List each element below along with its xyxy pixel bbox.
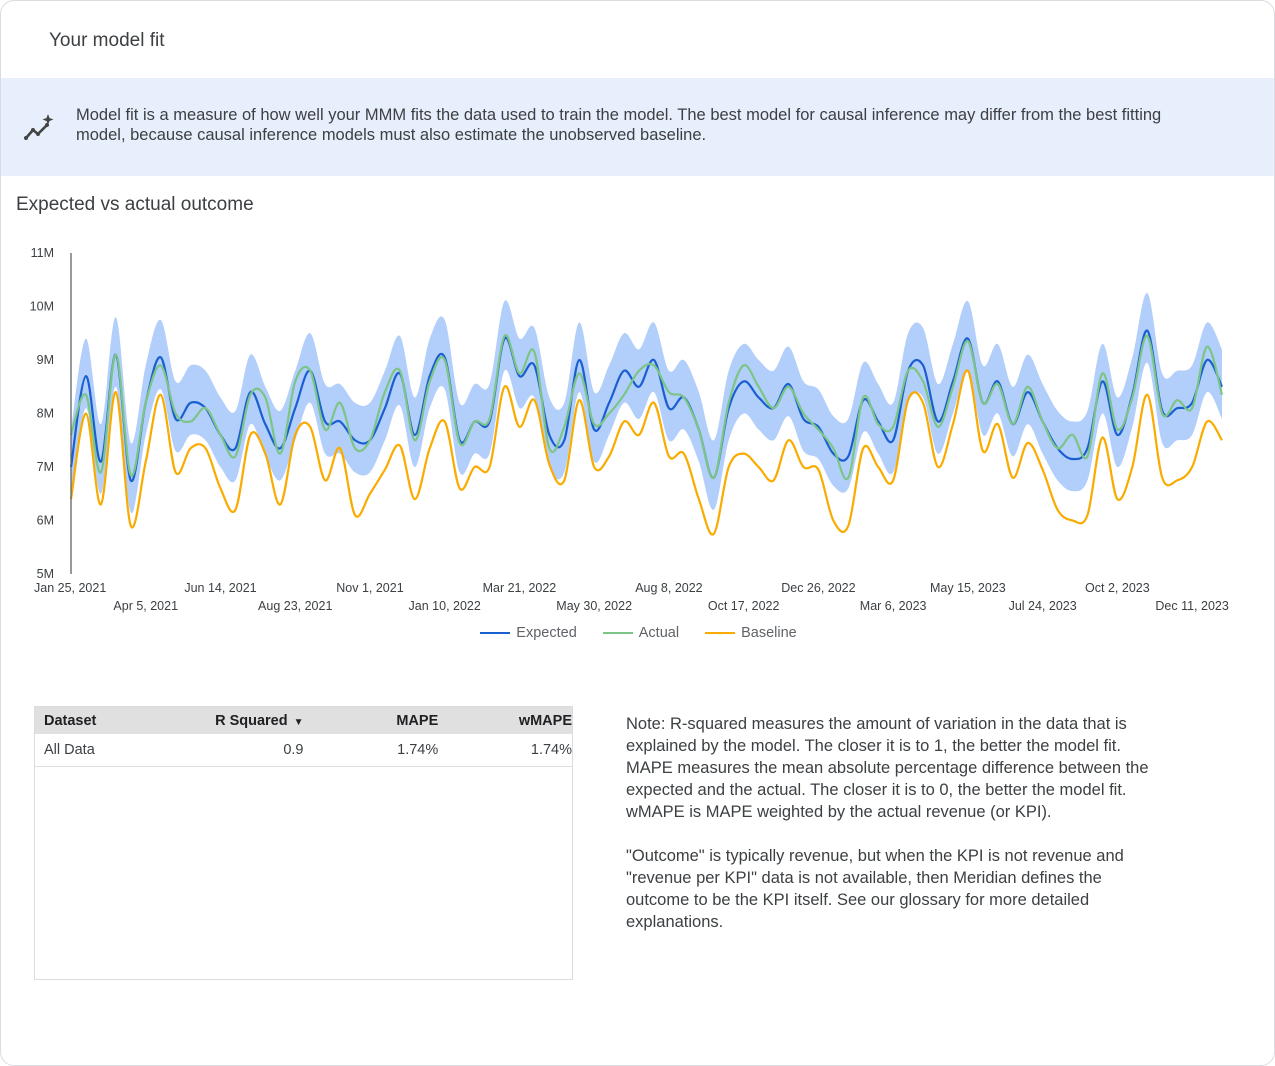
x-tick-label: Dec 11, 2023 [1155,599,1228,613]
banner-text: Model fit is a measure of how well your … [76,106,1162,144]
x-tick-label: Apr 5, 2021 [113,599,178,613]
y-tick-label: 11M [31,246,54,260]
legend-label-expected: Expected [516,625,577,641]
note-paragraph-metrics: Note: R-squared measures the amount of v… [626,715,1149,821]
x-tick-label: Jun 14, 2021 [184,581,256,595]
legend-swatch-expected [480,632,511,634]
series-line-actual [69,334,1224,481]
legend-label-baseline: Baseline [741,625,797,641]
legend-item-actual[interactable]: Actual [602,625,680,641]
y-tick-label: 6M [37,514,54,528]
cell-r-squared: 0.9 [283,742,304,758]
header-dataset[interactable]: Dataset [44,712,97,729]
header-wmape[interactable]: wMAPE [518,712,572,729]
note-paragraph-outcome: "Outcome" is typically revenue, but when… [626,847,1124,931]
x-tick-label: May 15, 2023 [930,581,1006,595]
series-line-baseline [69,369,1223,536]
cell-mape: 1.74% [397,742,439,758]
y-tick-label: 9M [37,353,54,367]
cell-wmape: 1.74% [530,742,572,758]
x-tick-label: Oct 2, 2023 [1085,581,1150,595]
chart-title: Expected vs actual outcome [16,194,254,215]
x-tick-label: Mar 21, 2022 [483,581,557,595]
chart-legend: Expected Actual Baseline [1,625,1274,641]
x-tick-label: Nov 1, 2021 [336,581,403,595]
page-title: Your model fit [49,30,165,51]
legend-item-baseline[interactable]: Baseline [705,625,797,641]
sort-descending-icon[interactable]: ▼ [293,716,304,728]
series-line-expected [69,329,1223,482]
metrics-note: Note: R-squared measures the amount of v… [626,713,1156,955]
legend-swatch-actual [602,632,633,634]
cell-dataset: All Data [44,742,95,758]
x-tick-label: Dec 26, 2022 [781,581,855,595]
x-tick-label: Oct 17, 2022 [708,599,780,613]
confidence-band [71,293,1222,514]
y-tick-label: 5M [37,567,54,581]
x-tick-label: Aug 23, 2021 [258,599,332,613]
x-tick-label: Jul 24, 2023 [1009,599,1077,613]
header-mape[interactable]: MAPE [396,712,439,729]
legend-label-actual: Actual [638,625,680,641]
x-tick-label: Jan 25, 2021 [34,581,106,595]
header-r-squared[interactable]: R Squared ▼ [174,712,304,729]
y-tick-label: 7M [37,460,54,474]
table-row: All Data 0.9 1.74% 1.74% [35,734,572,767]
model-fit-table: Dataset R Squared ▼ MAPE wMAPE All Data 0… [34,706,573,980]
x-tick-label: Mar 6, 2023 [860,599,927,613]
x-tick-label: Aug 8, 2022 [635,581,702,595]
info-banner [1,78,1274,176]
y-tick-label: 8M [37,407,54,421]
legend-swatch-baseline [705,632,736,634]
insights-sparkle-icon [24,114,54,140]
x-tick-label: May 30, 2022 [556,599,632,613]
expected-vs-actual-chart: 5M 6M 7M 8M 9M 10M 11M Jan 25, 2021 Apr 5, 2021 J… [30,246,1229,613]
legend-item-expected[interactable]: Expected [480,625,577,641]
x-tick-label: Jan 10, 2022 [409,599,481,613]
y-tick-label: 10M [30,300,54,314]
table-header: Dataset R Squared ▼ MAPE wMAPE [35,707,572,734]
header-r-squared-label: R Squared [215,712,288,729]
